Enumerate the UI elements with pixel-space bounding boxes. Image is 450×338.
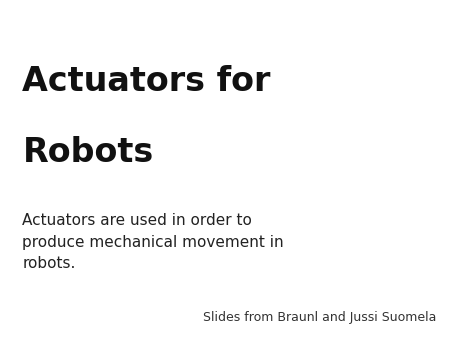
Text: Actuators for: Actuators for [22,65,271,98]
Text: Slides from Braunl and Jussi Suomela: Slides from Braunl and Jussi Suomela [203,311,436,324]
Text: Robots: Robots [22,136,154,169]
Text: Actuators are used in order to
produce mechanical movement in
robots.: Actuators are used in order to produce m… [22,213,284,271]
